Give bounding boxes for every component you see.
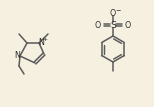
Text: N: N bbox=[38, 37, 44, 47]
Text: O: O bbox=[95, 21, 101, 30]
Text: −: − bbox=[115, 7, 121, 13]
Text: O: O bbox=[125, 21, 131, 30]
Text: N: N bbox=[14, 51, 20, 59]
Text: +: + bbox=[43, 36, 47, 42]
Text: S: S bbox=[110, 21, 116, 30]
Text: O: O bbox=[110, 9, 116, 18]
